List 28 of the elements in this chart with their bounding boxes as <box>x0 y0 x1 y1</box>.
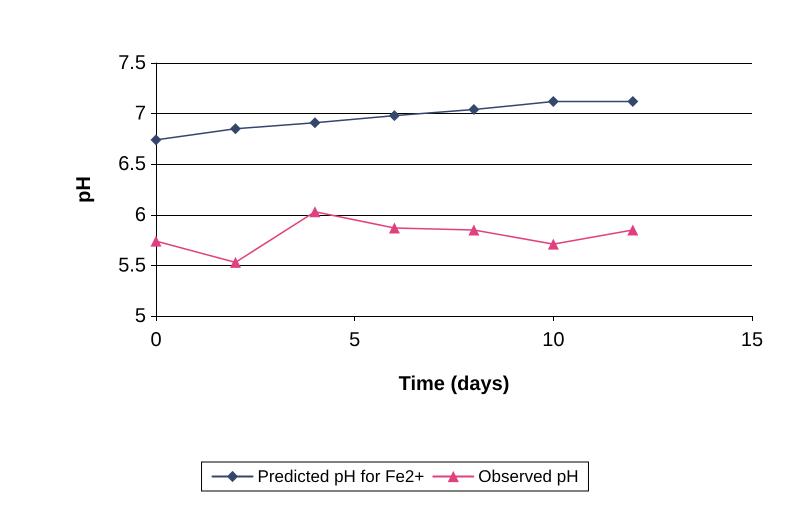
point <box>388 110 400 122</box>
point <box>230 123 241 134</box>
y-tick-label: 6 <box>134 204 146 226</box>
point <box>468 104 480 116</box>
point <box>309 206 320 218</box>
point <box>230 256 241 268</box>
point <box>548 96 559 107</box>
y-tick-label: 7.5 <box>118 52 146 74</box>
point <box>627 224 638 236</box>
x-tick-label: 10 <box>542 329 564 351</box>
point <box>309 117 320 128</box>
y-axis-title: pH <box>73 176 95 203</box>
legend-label: Observed pH <box>478 467 578 486</box>
point <box>627 96 638 107</box>
point <box>468 224 480 236</box>
legend-label: Predicted pH for Fe2+ <box>258 467 424 486</box>
point <box>548 238 559 250</box>
point <box>150 236 162 247</box>
y-tick-label: 5.5 <box>118 254 146 276</box>
y-tick-label: 6.5 <box>118 153 146 176</box>
point <box>150 134 162 146</box>
y-tick-label: 7 <box>134 102 146 125</box>
x-tick-label: 0 <box>150 329 162 351</box>
point <box>388 222 400 234</box>
x-axis-title: Time (days) <box>398 373 510 395</box>
x-tick-label: 5 <box>349 329 360 351</box>
x-tick-label: 15 <box>740 329 764 351</box>
y-tick-label: 5 <box>134 305 146 327</box>
